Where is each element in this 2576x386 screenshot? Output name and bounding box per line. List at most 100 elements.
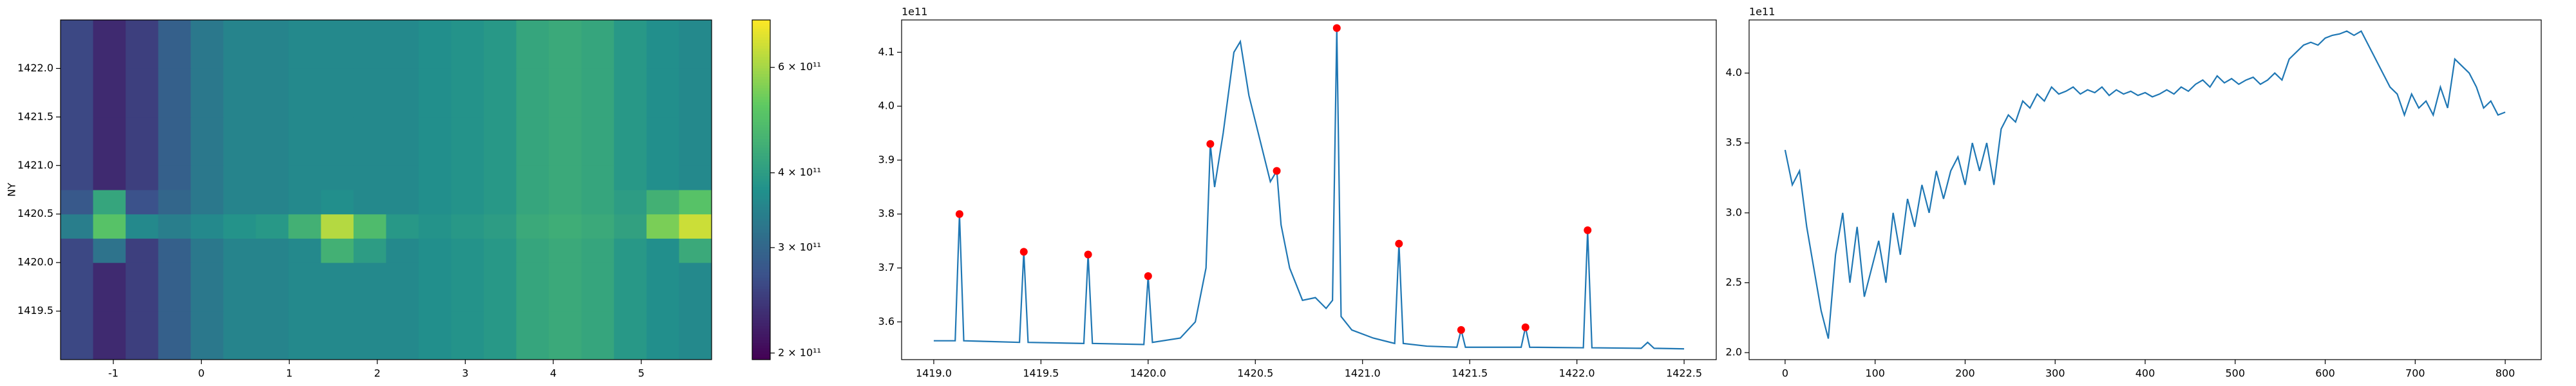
colorbar-step bbox=[752, 156, 770, 160]
x-tick-label: 0 bbox=[1782, 367, 1788, 380]
heat-cell bbox=[158, 190, 191, 215]
colorbar-step bbox=[752, 195, 770, 199]
colorbar-step bbox=[752, 275, 770, 278]
y-tick-label: 4.0 bbox=[1726, 66, 1742, 78]
colorbar-step bbox=[752, 39, 770, 43]
y-tick-label: 1421.5 bbox=[17, 110, 53, 122]
heat-cell bbox=[191, 165, 224, 190]
x-tick-label: 100 bbox=[1865, 367, 1885, 380]
heat-cell bbox=[158, 20, 191, 69]
colorbar-step bbox=[752, 59, 770, 63]
colorbar-step bbox=[752, 257, 770, 261]
x-tick-label: 400 bbox=[2136, 367, 2155, 380]
colorbar-step bbox=[752, 286, 770, 290]
x-tick-label: 5 bbox=[638, 367, 645, 380]
heat-cell bbox=[614, 165, 647, 190]
peak-marker bbox=[1019, 248, 1028, 256]
colorbar-step bbox=[752, 223, 770, 227]
colorbar-step bbox=[752, 144, 770, 148]
colorbar-step bbox=[752, 147, 770, 151]
heat-cell bbox=[321, 238, 354, 263]
heat-cell bbox=[386, 20, 419, 69]
x-tick-label: 1419.0 bbox=[916, 367, 952, 380]
heat-cell bbox=[679, 214, 712, 239]
heat-cell bbox=[288, 238, 321, 263]
colorbar-step bbox=[752, 269, 770, 273]
y-offset-label: 1e11 bbox=[902, 6, 927, 18]
colorbar-step bbox=[752, 201, 770, 205]
colorbar-step bbox=[752, 277, 770, 281]
colorbar-step bbox=[752, 107, 770, 111]
heat-cell bbox=[614, 20, 647, 69]
heat-cell bbox=[614, 190, 647, 215]
peak-marker bbox=[1273, 167, 1281, 175]
x-tick-label: 1422.5 bbox=[1666, 367, 1702, 380]
colorbar-step bbox=[752, 28, 770, 32]
heat-cell bbox=[158, 238, 191, 263]
heat-cell bbox=[288, 214, 321, 239]
heat-cell bbox=[614, 68, 647, 118]
heat-cell bbox=[126, 190, 159, 215]
colorbar-step bbox=[752, 178, 770, 182]
colorbar-step bbox=[752, 342, 770, 346]
y-tick-label: 1422.0 bbox=[17, 62, 53, 74]
heat-cell bbox=[549, 311, 582, 360]
heat-cell bbox=[419, 238, 452, 263]
heat-cell bbox=[288, 262, 321, 312]
heat-cell bbox=[549, 68, 582, 118]
heat-cell bbox=[191, 311, 224, 360]
y-tick-label: 3.6 bbox=[878, 315, 895, 327]
colorbar-step bbox=[752, 255, 770, 259]
heat-cell bbox=[158, 214, 191, 239]
colorbar-step bbox=[752, 164, 770, 168]
heat-cell bbox=[451, 116, 484, 166]
heat-cell bbox=[61, 116, 94, 166]
heat-cell bbox=[321, 20, 354, 69]
axes-frame bbox=[901, 19, 1717, 360]
heat-cell bbox=[646, 262, 679, 312]
colorbar-step bbox=[752, 340, 770, 344]
heat-cell bbox=[126, 262, 159, 312]
colorbar-step bbox=[752, 320, 770, 324]
colorbar-step bbox=[752, 142, 770, 145]
heat-cell bbox=[126, 116, 159, 166]
colorbar-step bbox=[752, 311, 770, 315]
y-tick-label: 3.9 bbox=[878, 153, 895, 165]
x-tick-label: 4 bbox=[550, 367, 556, 380]
heat-cell bbox=[484, 165, 517, 190]
peak-marker bbox=[1084, 250, 1092, 259]
colorbar-step bbox=[752, 334, 770, 338]
colorbar-step bbox=[752, 328, 770, 332]
heat-cell bbox=[386, 190, 419, 215]
heat-cell bbox=[516, 68, 549, 118]
heat-cell bbox=[61, 165, 94, 190]
colorbar-tick-label: 6 × 10¹¹ bbox=[778, 60, 821, 73]
colorbar-step bbox=[752, 294, 770, 298]
heat-cell bbox=[223, 165, 256, 190]
heat-cell bbox=[353, 68, 386, 118]
heat-cell bbox=[93, 165, 126, 190]
heat-cell bbox=[191, 20, 224, 69]
x-tick-label: 3 bbox=[462, 367, 468, 380]
heat-cell bbox=[419, 262, 452, 312]
colorbar-step bbox=[752, 68, 770, 71]
x-tick-label: 700 bbox=[2405, 367, 2425, 380]
colorbar-step bbox=[752, 252, 770, 255]
heat-cell bbox=[516, 238, 549, 263]
x-tick-label: -1 bbox=[108, 367, 118, 380]
colorbar-step bbox=[752, 215, 770, 219]
heat-cell bbox=[451, 190, 484, 215]
heat-cell bbox=[353, 165, 386, 190]
peak-marker bbox=[1457, 326, 1465, 334]
heat-cell bbox=[679, 311, 712, 360]
colorbar-step bbox=[752, 130, 770, 134]
heat-cell bbox=[516, 262, 549, 312]
heat-cell bbox=[679, 116, 712, 166]
heat-cell bbox=[484, 238, 517, 263]
peak-marker bbox=[1584, 226, 1592, 234]
y-tick-label: 3.5 bbox=[1726, 136, 1742, 149]
colorbar-step bbox=[752, 283, 770, 287]
heat-cell bbox=[581, 238, 614, 263]
heat-cell bbox=[679, 190, 712, 215]
heat-cell bbox=[223, 116, 256, 166]
